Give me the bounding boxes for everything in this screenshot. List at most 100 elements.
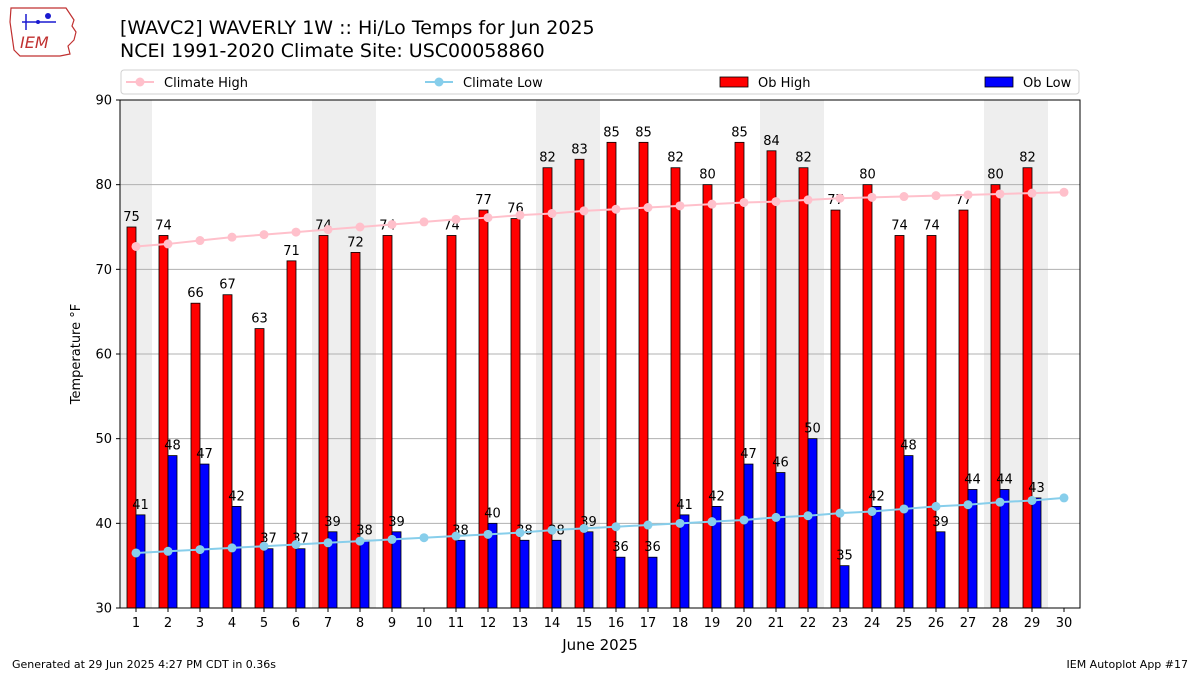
ob-high-bar [1022, 167, 1033, 609]
ob-low-label: 43 [1028, 481, 1045, 496]
climate-high-point [995, 189, 1005, 199]
ob-high-bar [542, 167, 553, 609]
ob-low-bar [1031, 497, 1042, 609]
x-tick-label: 22 [800, 616, 817, 631]
climate-low-point [387, 534, 397, 544]
climate-low-point [547, 525, 557, 535]
ob-low-legend-swatch [984, 76, 1014, 88]
ob-high-label: 75 [123, 210, 140, 225]
ob-high-label: 85 [731, 125, 748, 140]
x-tick-label: 8 [356, 616, 364, 631]
y-tick-label: 70 [95, 263, 112, 278]
x-tick-label: 19 [704, 616, 721, 631]
climate-low-legend-label: Climate Low [463, 76, 543, 91]
x-tick-label: 21 [768, 616, 785, 631]
ob-low-label: 39 [932, 515, 949, 530]
ob-high-bar [798, 167, 809, 609]
climate-high-point [163, 239, 173, 249]
climate-low-point [707, 517, 717, 527]
ob-low-bar [679, 514, 690, 609]
ob-low-bar [871, 505, 882, 609]
y-axis-label: Temperature °F [69, 304, 84, 405]
climate-low-point [483, 529, 493, 539]
ob-high-bar [734, 141, 745, 609]
ob-high-bar [222, 294, 233, 609]
ob-low-label: 47 [740, 447, 757, 462]
climate-low-point [771, 512, 781, 522]
ob-high-bar [574, 158, 585, 609]
ob-high-bar [286, 260, 297, 609]
ob-high-label: 74 [891, 218, 908, 233]
climate-high-line [135, 191, 1065, 248]
ob-high-bar [990, 184, 1001, 609]
ob-low-label: 40 [484, 506, 501, 521]
ob-high-bar [382, 235, 393, 609]
climate-low-point [515, 528, 525, 538]
ob-high-bar [446, 235, 457, 609]
ob-low-label: 50 [804, 422, 821, 437]
climate-low-point [579, 523, 589, 533]
ob-high-bar [894, 235, 905, 609]
ob-low-bar [807, 438, 818, 609]
x-tick-label: 10 [416, 616, 433, 631]
ob-high-bar [478, 209, 489, 609]
climate-high-point [611, 204, 621, 214]
ob-high-label: 85 [603, 125, 620, 140]
ob-low-bar [903, 455, 914, 609]
ob-high-legend-label: Ob High [758, 76, 811, 91]
climate-low-point [451, 531, 461, 541]
iem-logo: IEM [8, 6, 78, 58]
climate-high-point [899, 192, 909, 202]
ob-high-label: 63 [251, 312, 268, 327]
ob-high-label: 83 [571, 142, 588, 157]
climate-high-point [515, 210, 525, 220]
x-tick-label: 17 [640, 616, 657, 631]
climate-high-point [419, 217, 429, 227]
ob-high-label: 82 [539, 151, 556, 166]
climate-low-point [835, 508, 845, 518]
climate-high-point [387, 219, 397, 229]
x-tick-label: 27 [960, 616, 977, 631]
ob-low-label: 42 [868, 489, 885, 504]
ob-low-label: 39 [324, 515, 341, 530]
climate-low-point [131, 548, 141, 558]
ob-low-bar [839, 565, 850, 609]
climate-high-point [227, 232, 237, 242]
climate-low-line [135, 496, 1065, 554]
chart-title: [WAVC2] WAVERLY 1W :: Hi/Lo Temps for Ju… [120, 17, 595, 39]
climate-low-point [163, 546, 173, 556]
ob-low-label: 39 [388, 515, 405, 530]
x-tick-label: 24 [864, 616, 881, 631]
ob-high-bar [254, 328, 265, 609]
ob-low-bar [231, 505, 242, 609]
ob-low-bar [135, 514, 146, 609]
ob-low-bar [551, 539, 562, 609]
ob-high-legend-swatch [719, 76, 749, 88]
ob-low-bar [615, 556, 626, 609]
x-tick-label: 18 [672, 616, 689, 631]
climate-high-point [771, 197, 781, 207]
x-tick-label: 13 [512, 616, 529, 631]
y-tick-label: 90 [95, 94, 112, 109]
climate-high-point [675, 201, 685, 211]
ob-low-label: 36 [612, 540, 629, 555]
ob-low-label: 48 [164, 439, 181, 454]
climate-high-point [867, 192, 877, 202]
x-tick-label: 11 [448, 616, 465, 631]
ob-low-label: 41 [132, 498, 149, 513]
climate-low-point [995, 497, 1005, 507]
x-tick-label: 6 [292, 616, 300, 631]
climate-high-legend-marker [135, 77, 145, 87]
x-tick-label: 12 [480, 616, 497, 631]
ob-high-label: 66 [187, 286, 204, 301]
ob-high-label: 80 [859, 168, 876, 183]
climate-low-point [963, 500, 973, 510]
climate-low-point [899, 504, 909, 514]
x-tick-label: 5 [260, 616, 268, 631]
ob-high-label: 67 [219, 278, 236, 293]
y-tick-label: 30 [95, 602, 112, 617]
app-credit: IEM Autoplot App #17 [1066, 658, 1189, 671]
climate-high-point [1027, 188, 1037, 198]
climate-high-point [355, 222, 365, 232]
climate-high-point [259, 230, 269, 240]
